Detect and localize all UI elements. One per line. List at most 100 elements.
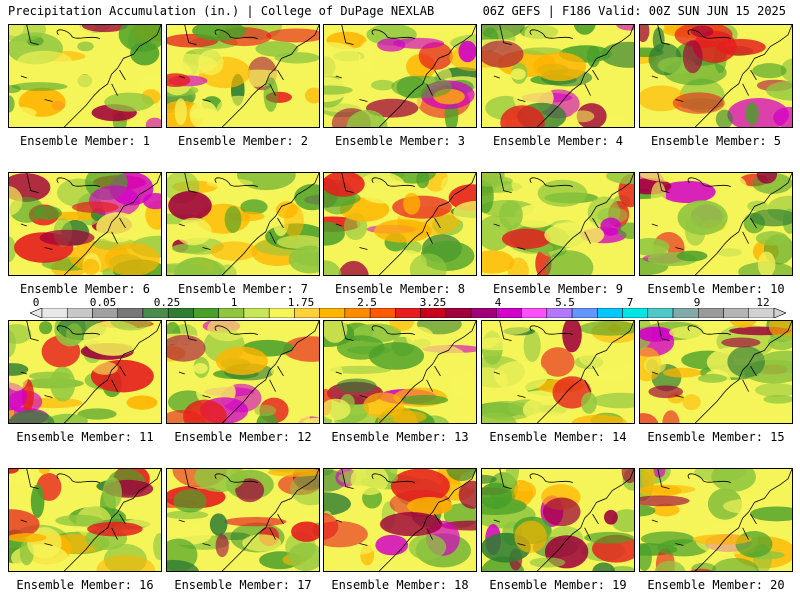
colorbar-tick-label: 5.5 — [555, 296, 575, 309]
ensemble-panel-15 — [639, 320, 793, 424]
ensemble-panel-4 — [481, 24, 635, 128]
ensemble-panel-17 — [166, 468, 320, 572]
colorbar-swatch — [41, 308, 68, 318]
ensemble-panel-7 — [166, 172, 320, 276]
precip-field-map — [640, 25, 792, 127]
colorbar-tick-label: 4 — [494, 296, 502, 309]
member-label: Ensemble Member: 9 — [492, 282, 624, 296]
colorbar-tick-label: 0 — [32, 296, 40, 309]
colorbar-swatch — [142, 308, 169, 318]
colorbar-swatch — [672, 308, 699, 318]
member-label: Ensemble Member: 4 — [492, 134, 624, 148]
member-label: Ensemble Member: 2 — [177, 134, 309, 148]
precip-colorbar — [30, 308, 786, 318]
precip-field-map — [167, 321, 319, 423]
colorbar-swatch — [218, 308, 245, 318]
ensemble-panel-14 — [481, 320, 635, 424]
colorbar-swatch — [66, 308, 93, 318]
colorbar-swatch — [420, 308, 447, 318]
member-label: Ensemble Member: 13 — [331, 430, 469, 444]
precip-field-map — [324, 173, 476, 275]
precip-field-map — [482, 469, 634, 571]
precip-field-map — [9, 321, 161, 423]
colorbar-swatch — [470, 308, 497, 318]
ensemble-panel-20 — [639, 468, 793, 572]
ensemble-panel-5 — [639, 24, 793, 128]
ensemble-panel-6 — [8, 172, 162, 276]
colorbar-tick-label: 3.25 — [419, 296, 447, 309]
colorbar-swatch — [395, 308, 421, 318]
colorbar-swatch — [723, 308, 750, 318]
precip-field-map — [324, 25, 476, 127]
colorbar-swatch — [193, 308, 219, 318]
ensemble-panel-18 — [323, 468, 477, 572]
ensemble-panel-1 — [8, 24, 162, 128]
precip-field-map — [9, 173, 161, 275]
colorbar-swatch — [344, 308, 371, 318]
colorbar-swatch — [647, 308, 674, 318]
member-label: Ensemble Member: 6 — [19, 282, 151, 296]
ensemble-panel-2 — [166, 24, 320, 128]
colorbar-swatch — [622, 308, 649, 318]
ensemble-panel-8 — [323, 172, 477, 276]
colorbar-swatch — [294, 308, 320, 318]
colorbar-min-arrow — [30, 308, 43, 318]
ensemble-panel-12 — [166, 320, 320, 424]
colorbar-swatch — [496, 308, 522, 318]
precip-field-map — [482, 321, 634, 423]
ensemble-panel-13 — [323, 320, 477, 424]
colorbar-tick-label: 1.75 — [287, 296, 315, 309]
precip-field-map — [167, 173, 319, 275]
run-valid-time: 06Z GEFS | F186 Valid: 00Z SUN JUN 15 20… — [482, 4, 786, 18]
colorbar-swatch — [268, 308, 295, 318]
colorbar-tick-label: 9 — [693, 296, 701, 309]
member-label: Ensemble Member: 15 — [647, 430, 785, 444]
member-label: Ensemble Member: 14 — [489, 430, 627, 444]
colorbar-tick-label: 2.5 — [357, 296, 377, 309]
member-label: Ensemble Member: 10 — [647, 282, 785, 296]
precip-field-map — [640, 469, 792, 571]
colorbar-swatch — [521, 308, 548, 318]
ensemble-panel-10 — [639, 172, 793, 276]
colorbar-tick-label: 0.05 — [89, 296, 117, 309]
colorbar-swatch — [243, 308, 270, 318]
precip-field-map — [9, 469, 161, 571]
map-title: Precipitation Accumulation (in.) | Colle… — [8, 4, 435, 18]
colorbar-swatch — [319, 308, 346, 318]
member-label: Ensemble Member: 18 — [331, 578, 469, 592]
colorbar-swatch — [571, 308, 598, 318]
colorbar-tick-label: 12 — [756, 296, 770, 309]
member-label: Ensemble Member: 7 — [177, 282, 309, 296]
member-label: Ensemble Member: 17 — [174, 578, 312, 592]
ensemble-panel-9 — [481, 172, 635, 276]
member-label: Ensemble Member: 12 — [174, 430, 312, 444]
ensemble-panel-3 — [323, 24, 477, 128]
colorbar-swatch — [698, 308, 724, 318]
member-label: Ensemble Member: 19 — [489, 578, 627, 592]
precip-field-map — [640, 173, 792, 275]
precip-field-map — [167, 469, 319, 571]
colorbar-swatch — [546, 308, 573, 318]
member-label: Ensemble Member: 20 — [647, 578, 785, 592]
ensemble-panel-19 — [481, 468, 635, 572]
member-label: Ensemble Member: 1 — [19, 134, 151, 148]
colorbar-tick-label: 0.25 — [153, 296, 181, 309]
precip-field-map — [324, 321, 476, 423]
member-label: Ensemble Member: 8 — [334, 282, 466, 296]
member-label: Ensemble Member: 3 — [334, 134, 466, 148]
precip-field-map — [324, 469, 476, 571]
colorbar-swatch — [92, 308, 118, 318]
colorbar-max-arrow — [773, 308, 786, 318]
colorbar-swatch — [597, 308, 623, 318]
precip-field-map — [167, 25, 319, 127]
colorbar-swatch — [369, 308, 396, 318]
ensemble-panel-16 — [8, 468, 162, 572]
colorbar-tick-label: 7 — [626, 296, 634, 309]
member-label: Ensemble Member: 16 — [16, 578, 154, 592]
colorbar-tick-label: 1 — [230, 296, 238, 309]
member-label: Ensemble Member: 5 — [650, 134, 782, 148]
colorbar-swatch — [445, 308, 472, 318]
precip-field-map — [482, 25, 634, 127]
colorbar-swatch — [117, 308, 144, 318]
precip-field-map — [9, 25, 161, 127]
